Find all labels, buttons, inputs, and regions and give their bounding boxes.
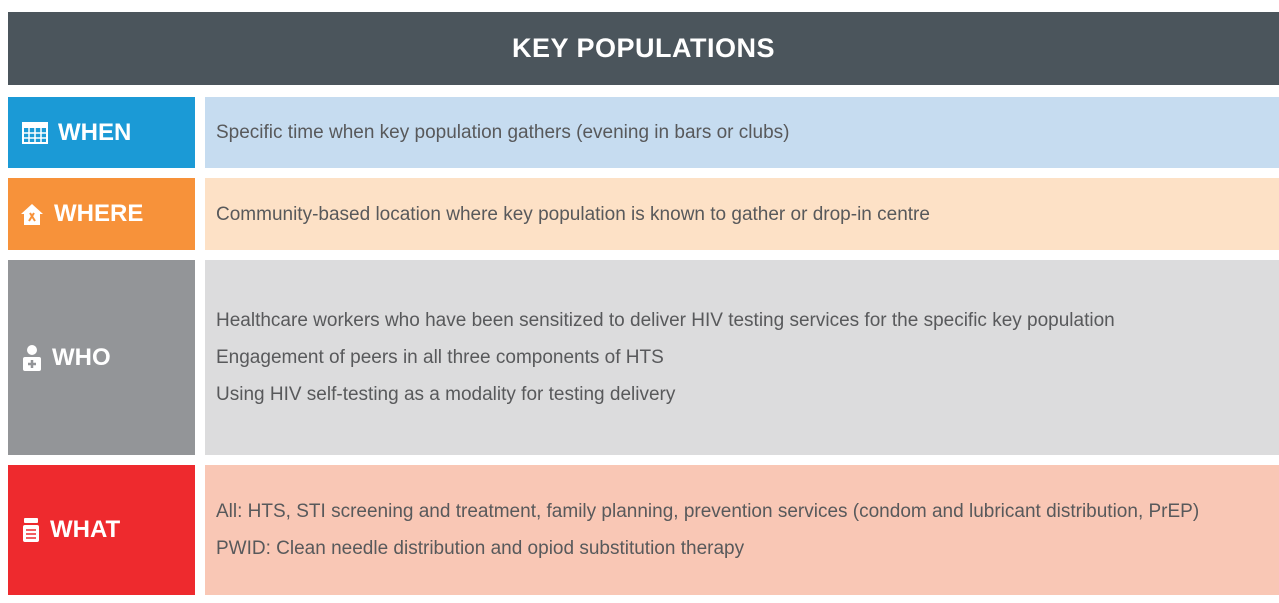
item: PWID: Clean needle distribution and opio… — [216, 538, 745, 559]
label-cell: WHERE — [8, 178, 195, 250]
bottle-icon — [23, 518, 39, 542]
label-cell: WHO — [8, 260, 195, 455]
content-cell: Healthcare workers who have been sensiti… — [205, 260, 1279, 455]
label-cell: WHEN — [8, 97, 195, 168]
header-title: KEY POPULATIONS — [8, 12, 1279, 85]
person-icon — [23, 344, 41, 371]
label-cell: WHAT — [8, 465, 195, 595]
content-cell: Community-based location where key popul… — [205, 178, 1279, 250]
row-label: WHAT — [50, 516, 121, 543]
content-cell: Specific time when key population gather… — [205, 97, 1279, 168]
row-label: WHEN — [58, 118, 132, 146]
item: Specific time when key population gather… — [216, 122, 790, 143]
row-what: WHAT All: HTS, STI screening and treatme… — [8, 465, 1279, 595]
row-when: WHEN Specific time when key population g… — [8, 97, 1279, 168]
item: Using HIV self-testing as a modality for… — [216, 384, 676, 405]
item: Healthcare workers who have been sensiti… — [216, 310, 1115, 331]
row-where: WHERE Community-based location where key… — [8, 178, 1279, 250]
row-label: WHO — [52, 343, 111, 371]
item: Engagement of peers in all three compone… — [216, 347, 664, 368]
content-cell: All: HTS, STI screening and treatment, f… — [205, 465, 1279, 595]
home-icon — [21, 204, 43, 225]
item: Community-based location where key popul… — [216, 203, 930, 225]
item: All: HTS, STI screening and treatment, f… — [216, 501, 1200, 522]
row-label: WHERE — [54, 200, 144, 227]
calendar-icon — [22, 121, 48, 144]
row-who: WHO Healthcare workers who have been sen… — [8, 260, 1279, 455]
